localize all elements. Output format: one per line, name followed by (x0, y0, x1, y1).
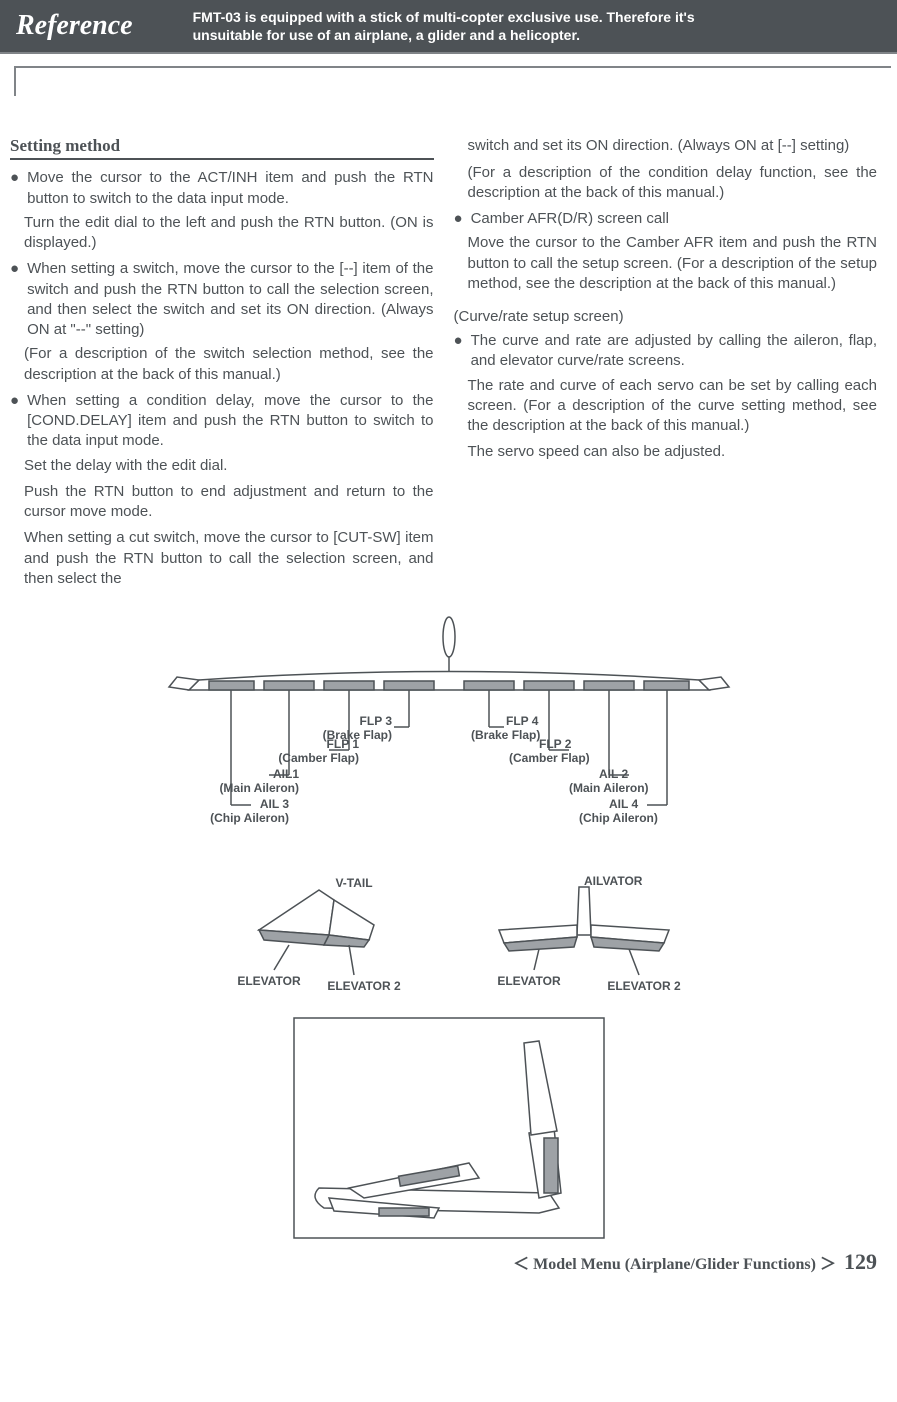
svg-text:ELEVATOR: ELEVATOR (497, 974, 561, 988)
label-flp1: FLP 1 (326, 737, 359, 751)
label-ail3: AIL 3 (259, 797, 288, 811)
side-profile-diagram (289, 1013, 609, 1243)
label-ail1: AIL1 (272, 767, 298, 781)
svg-text:(Camber Flap): (Camber Flap) (509, 751, 590, 765)
subhead-text: (Curve/rate setup screen) (454, 308, 878, 325)
header-title: Reference (16, 10, 133, 42)
bullet-dot: ● (454, 331, 463, 372)
para-text: When setting a cut switch, move the curs… (24, 528, 434, 589)
label-ailvator: AILVATOR (584, 875, 643, 888)
tail-diagrams-row: V-TAIL ELEVATOR ELEVATOR 2 AILVATOR ELEV… (40, 875, 857, 1005)
svg-text:AIL 4: AIL 4 (609, 797, 638, 811)
svg-text:ELEVATOR 2: ELEVATOR 2 (327, 979, 401, 993)
bullet-text: The curve and rate are adjusted by calli… (471, 331, 877, 372)
label-vtail: V-TAIL (335, 876, 372, 890)
bullet-item: ●The curve and rate are adjusted by call… (454, 331, 878, 372)
bullet-item: ●Move the cursor to the ACT/INH item and… (10, 168, 434, 209)
vtail-diagram: V-TAIL ELEVATOR ELEVATOR 2 (199, 875, 429, 1005)
label-ail2: AIL 2 (599, 767, 628, 781)
svg-text:(Chip Aileron): (Chip Aileron) (210, 811, 289, 825)
para-text: (For a description of the switch selecti… (24, 344, 434, 385)
label-elevator-b: ELEVATOR (497, 974, 561, 988)
bullet-item: ●When setting a condition delay, move th… (10, 391, 434, 452)
label-ail2-sub: (Main Aileron) (569, 781, 649, 795)
bullet-item: ●When setting a switch, move the cursor … (10, 259, 434, 340)
glider-top-diagram: FLP 3 (Brake Flap) FLP 1 (Camber Flap) A… (139, 615, 759, 865)
label-flp4-sub: (Brake Flap) (471, 728, 540, 742)
para-text: Set the delay with the edit dial. (24, 456, 434, 476)
label-ail1-sub: (Main Aileron) (219, 781, 299, 795)
bullet-dot: ● (10, 391, 19, 452)
label-flp2: FLP 2 (539, 737, 572, 751)
svg-text:(Camber Flap): (Camber Flap) (278, 751, 359, 765)
para-text: Move the cursor to the Camber AFR item a… (468, 233, 878, 294)
frame-line (14, 66, 891, 96)
header-text: FMT-03 is equipped with a stick of multi… (193, 8, 753, 44)
svg-text:ELEVATOR 2: ELEVATOR 2 (607, 979, 681, 993)
para-text: The servo speed can also be adjusted. (468, 442, 878, 462)
svg-text:V-TAIL: V-TAIL (335, 876, 372, 890)
header-bar: Reference FMT-03 is equipped with a stic… (0, 0, 897, 54)
label-ail4-sub: (Chip Aileron) (579, 811, 658, 825)
para-text: Push the RTN button to end adjustment an… (24, 482, 434, 523)
ailvator-diagram: AILVATOR ELEVATOR ELEVATOR 2 (469, 875, 699, 1005)
svg-text:AIL 2: AIL 2 (599, 767, 628, 781)
footer-page: 129 (844, 1249, 877, 1275)
label-flp1-sub: (Camber Flap) (278, 751, 359, 765)
svg-text:AILVATOR: AILVATOR (584, 875, 643, 888)
bullet-dot: ● (454, 209, 463, 229)
svg-text:(Brake Flap): (Brake Flap) (471, 728, 540, 742)
bullet-text: When setting a condition delay, move the… (27, 391, 433, 452)
bullet-item: ● Camber AFR(D/R) screen call (454, 209, 878, 229)
left-column: Setting method ●Move the cursor to the A… (0, 136, 444, 595)
para-text: Turn the edit dial to the left and push … (24, 213, 434, 254)
para-text: (For a description of the condition dela… (468, 163, 878, 204)
label-flp2-sub: (Camber Flap) (509, 751, 590, 765)
para-text: switch and set its ON direction. (Always… (468, 136, 878, 156)
svg-text:ELEVATOR: ELEVATOR (237, 974, 301, 988)
svg-text:FLP 4: FLP 4 (506, 714, 539, 728)
para-text: The rate and curve of each servo can be … (468, 376, 878, 437)
svg-text:(Main Aileron): (Main Aileron) (569, 781, 649, 795)
content: Setting method ●Move the cursor to the A… (0, 96, 897, 595)
label-elevator2: ELEVATOR 2 (327, 979, 401, 993)
label-flp4: FLP 4 (506, 714, 539, 728)
svg-text:(Main Aileron): (Main Aileron) (219, 781, 299, 795)
label-flp3: FLP 3 (359, 714, 392, 728)
label-ail4: AIL 4 (609, 797, 638, 811)
bullet-dot: ● (10, 168, 19, 209)
section-title: Setting method (10, 136, 434, 160)
bullet-text: Move the cursor to the ACT/INH item and … (27, 168, 433, 209)
svg-text:(Chip Aileron): (Chip Aileron) (579, 811, 658, 825)
svg-text:FLP 3: FLP 3 (359, 714, 392, 728)
svg-text:AIL1: AIL1 (272, 767, 298, 781)
bullet-dot: ● (10, 259, 19, 340)
footer: ＜ Model Menu (Airplane/Glider Functions)… (0, 1243, 897, 1285)
label-elevator: ELEVATOR (237, 974, 301, 988)
diagrams-area: FLP 3 (Brake Flap) FLP 1 (Camber Flap) A… (0, 595, 897, 1243)
right-column: switch and set its ON direction. (Always… (444, 136, 888, 595)
svg-text:FLP 1: FLP 1 (326, 737, 359, 751)
label-elevator2-b: ELEVATOR 2 (607, 979, 681, 993)
footer-text: ＜ Model Menu (Airplane/Glider Functions)… (513, 1250, 836, 1274)
svg-text:FLP 2: FLP 2 (539, 737, 572, 751)
svg-text:AIL 3: AIL 3 (259, 797, 288, 811)
label-ail3-sub: (Chip Aileron) (210, 811, 289, 825)
bullet-text: Camber AFR(D/R) screen call (471, 209, 669, 229)
bullet-text: When setting a switch, move the cursor t… (27, 259, 433, 340)
